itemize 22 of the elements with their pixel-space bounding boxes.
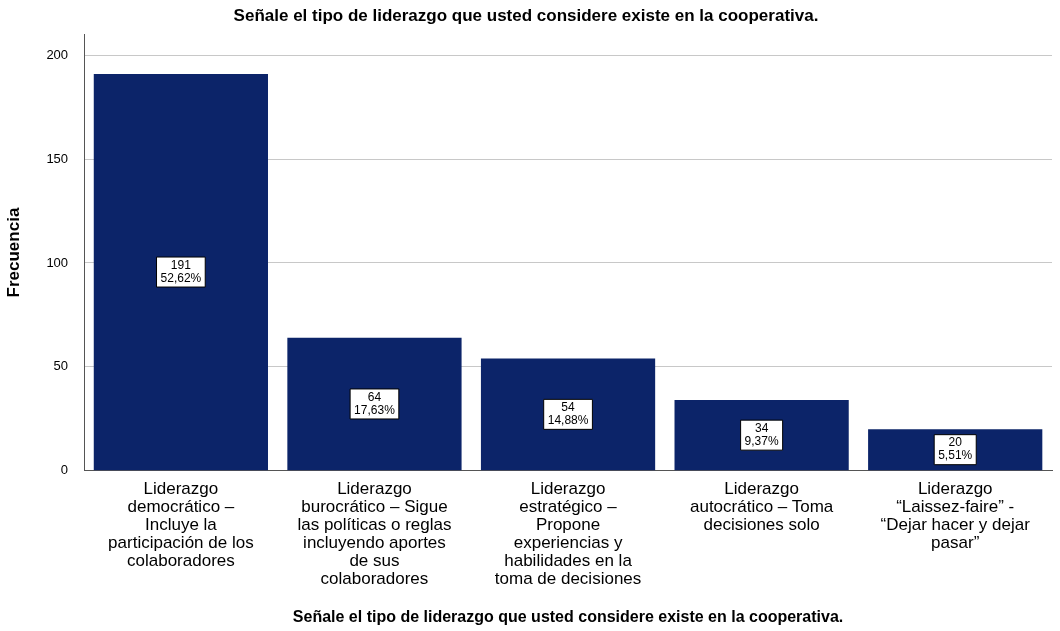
x-tick-label: Liderazgo autocrático – Toma decisiones solo [689,479,834,535]
x-tick-label: Liderazgo democrático – Incluye la participación de los colaboradores [108,479,254,570]
bar [674,400,849,471]
x-axis-title: Señale el tipo de liderazgo que usted considere existe en la cooperativa. [292,607,844,625]
bar [480,358,656,471]
data-label: 191 52,62% [160,257,202,285]
y-tick-label: 50 [53,358,69,374]
x-tick-label: Liderazgo estratégico – Propone experiencias y habilidades en la toma de decisiones [494,479,642,588]
chart-title: Señale el tipo de liderazgo que usted considere existe en la cooperativa. [233,5,819,25]
data-label: 20 5,51% [938,435,973,463]
bar [287,337,462,471]
data-label: 54 14,88% [547,400,589,428]
y-axis-title: Frecuencia [3,207,23,298]
y-tick-label: 100 [46,254,69,270]
y-tick-label: 200 [46,46,69,62]
data-label: 34 9,37% [744,420,779,448]
x-tick-label: Liderazgo “Laissez-faire” - “Dejar hacer y dejar pasar” [880,479,1031,552]
bar [93,73,268,471]
y-tick-label: 0 [60,462,69,478]
y-tick-label: 150 [46,150,69,166]
data-label: 64 17,63% [354,389,396,417]
x-tick-label: Liderazgo burocrático – Sigue las políticas o reglas incluyendo aportes de sus colaboradores [297,479,452,588]
